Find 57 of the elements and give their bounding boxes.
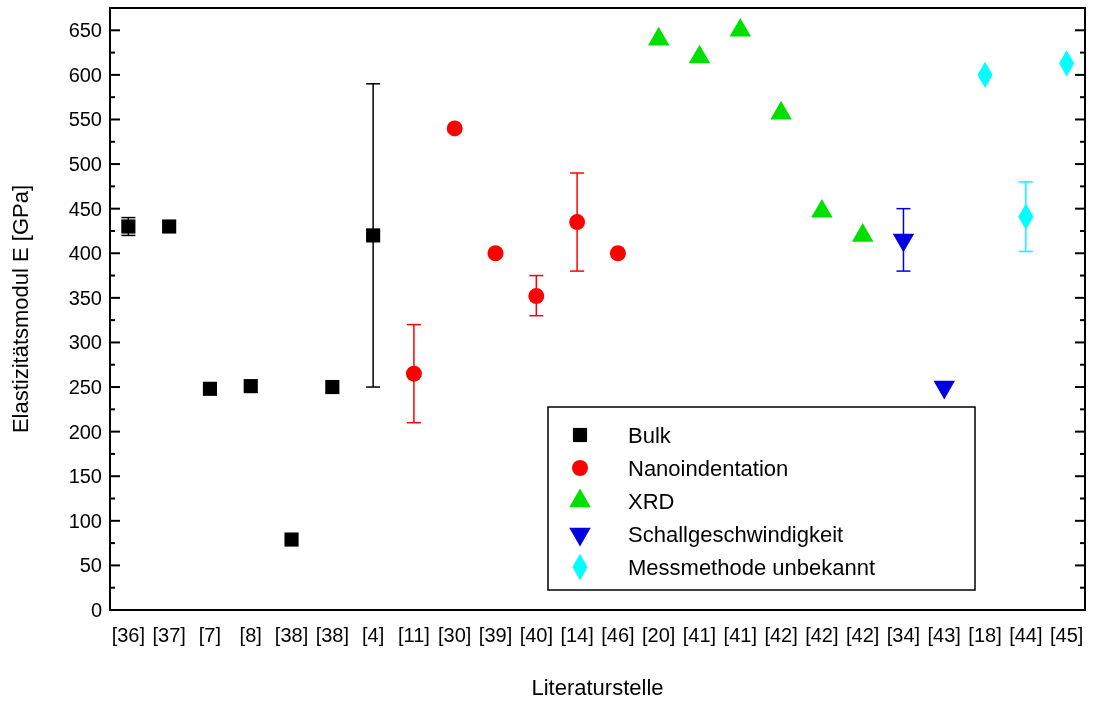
legend-label: XRD [628, 488, 675, 514]
x-tick-label: [36] [111, 624, 146, 646]
x-tick-label: [42] [805, 624, 839, 646]
y-tick-label: 400 [68, 242, 102, 265]
x-tick-label: [43] [927, 624, 961, 646]
x-tick-label: [14] [560, 624, 594, 646]
x-tick-label: [7] [198, 624, 222, 646]
legend-label: Nanoindentation [628, 455, 789, 481]
point [487, 245, 504, 262]
point [366, 228, 381, 243]
point [569, 214, 586, 231]
x-axis-title: Literaturstelle [531, 675, 664, 700]
x-tick-label: [39] [478, 624, 513, 646]
point [162, 219, 177, 234]
legend-label: Schallgeschwindigkeit [628, 521, 844, 547]
x-tick-label: [42] [845, 624, 880, 646]
y-tick-label: 350 [68, 286, 102, 309]
x-tick-label: [37] [152, 624, 186, 646]
legend-label: Bulk [628, 422, 672, 448]
x-tick-label: [38] [315, 624, 350, 646]
point [446, 120, 463, 137]
y-tick-label: 150 [68, 465, 102, 488]
x-tick-label: [41] [723, 624, 757, 646]
x-tick-label: [38] [274, 624, 309, 646]
x-tick-label: [30] [438, 624, 472, 646]
x-tick-label: [4] [362, 624, 385, 646]
x-tick-label: [42] [764, 624, 798, 646]
y-axis-title: Elastizitätsmodul E [GPa] [8, 184, 33, 434]
y-tick-label: 100 [68, 509, 102, 532]
x-tick-label: [34] [886, 624, 921, 646]
point [284, 532, 299, 547]
legend-label: Messmethode unbekannt [628, 554, 876, 580]
y-tick-label: 450 [68, 197, 102, 220]
x-tick-label: [11] [397, 624, 430, 646]
y-tick-label: 550 [68, 108, 102, 131]
x-tick-label: [45] [1049, 624, 1084, 646]
y-tick-label: 250 [68, 376, 102, 399]
y-tick-label: 600 [68, 63, 102, 86]
x-tick-label: [18] [968, 624, 1002, 646]
x-tick-label: [44] [1009, 624, 1043, 646]
x-tick-label: [8] [239, 624, 262, 646]
y-tick-label: 0 [90, 599, 102, 621]
point [243, 379, 258, 394]
y-tick-label: 650 [68, 19, 102, 42]
x-tick-label: [41] [682, 624, 717, 646]
point [325, 379, 340, 395]
y-tick-label: 200 [68, 420, 102, 443]
x-tick-label: [46] [601, 624, 635, 646]
x-tick-label: [20] [642, 624, 676, 646]
x-tick-label: [40] [519, 624, 553, 646]
point [528, 288, 545, 305]
point [609, 245, 626, 262]
y-tick-label: 50 [79, 554, 102, 577]
point [405, 365, 422, 382]
y-tick-label: 300 [68, 331, 102, 354]
y-tick-label: 500 [68, 153, 102, 176]
point [202, 381, 218, 396]
